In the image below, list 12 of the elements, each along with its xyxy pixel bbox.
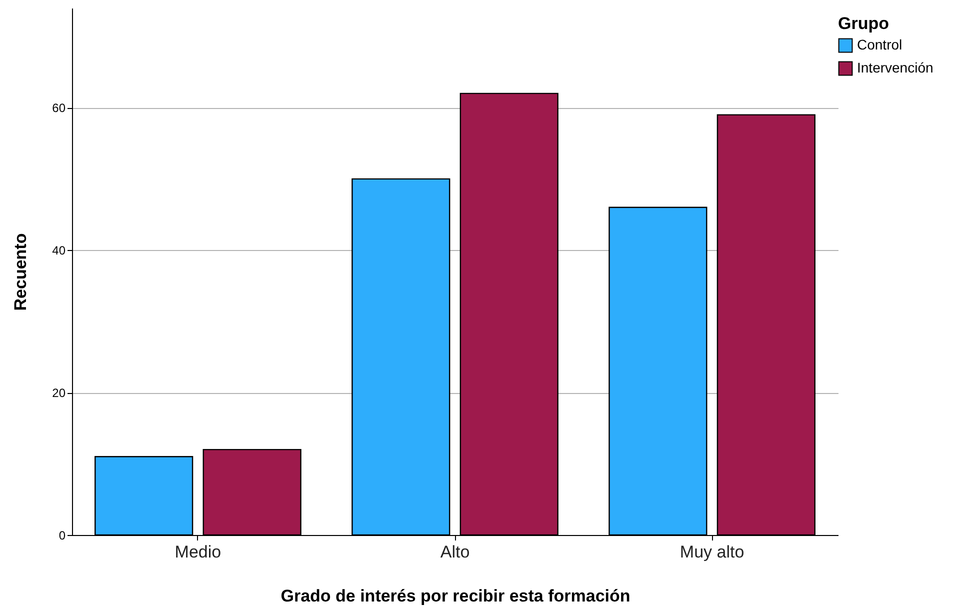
y-axis-title: Recuento: [11, 233, 30, 311]
legend-label: Control: [857, 36, 902, 52]
x-tick-label: Alto: [440, 542, 470, 562]
y-tick-label: 60: [52, 101, 66, 116]
x-tick-label: Medio: [174, 542, 222, 562]
x-tick-label: Muy alto: [680, 542, 744, 562]
y-tick-label: 0: [58, 528, 66, 542]
legend-label: Intervención: [857, 60, 934, 76]
legend-title: Grupo: [838, 14, 889, 33]
x-axis-title: Grado de interés por recibir esta formación: [280, 586, 630, 606]
y-tick-label: 20: [52, 386, 66, 400]
y-tick-label: 40: [52, 244, 66, 258]
